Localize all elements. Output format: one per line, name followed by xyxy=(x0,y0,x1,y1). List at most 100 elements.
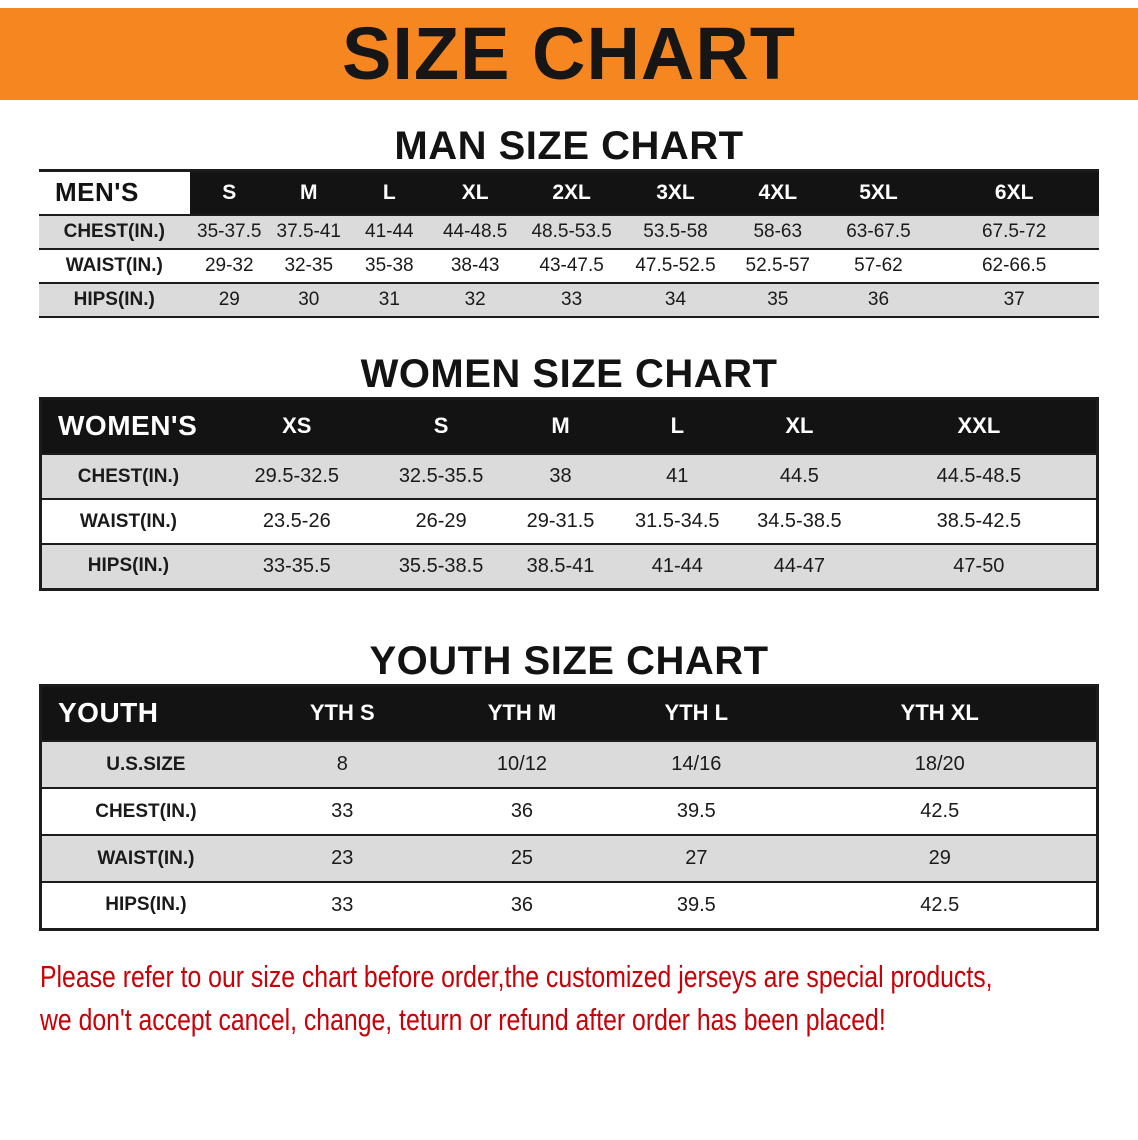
size-column-header: 3XL xyxy=(623,170,728,215)
size-table-row: WAIST(IN.) 29-32 32-35 35-38 38-43 43-47.5 47.… xyxy=(39,249,1099,283)
size-table-row: HIPS(IN.) 33 36 39.5 42.5 xyxy=(40,882,1098,929)
measurement-value: 25 xyxy=(510,847,534,869)
footer-notice: Please refer to our size chart before or… xyxy=(40,957,1138,1039)
size-column-header: YTH S xyxy=(249,685,435,741)
women-size-table: WOMEN'S XS S M L XL XXL CHEST(IN.) 29.5-32.5 32.5… xyxy=(39,396,1099,591)
measurement-value: 38.5-41 xyxy=(526,554,595,577)
measurement-value: 41 xyxy=(666,465,689,487)
youth-section-title: YOUTH SIZE CHART xyxy=(369,638,769,683)
measurement-value: 32.5-35.5 xyxy=(398,465,484,487)
measurement-value: 27 xyxy=(685,847,708,869)
youth-size-section: YOUTH SIZE CHART YOUTH YTH S YTH M YTH L YTH… xyxy=(0,639,1138,931)
measurement-value: 29 xyxy=(928,847,951,869)
size-column-header: S xyxy=(189,170,270,215)
measurement-value: 44-47 xyxy=(773,554,825,577)
size-table-row: CHEST(IN.) 29.5-32.5 32.5-35.5 38 41 44.5 44.5… xyxy=(40,454,1098,499)
measurement-value: 37.5-41 xyxy=(276,220,341,242)
measurement-value: 33 xyxy=(331,893,354,916)
measurement-value: 37 xyxy=(1003,288,1025,310)
notice-line-1: Please refer to our size chart before or… xyxy=(40,958,993,994)
measurement-value: 42.5 xyxy=(920,800,960,822)
size-table-header-row: YOUTH YTH S YTH M YTH L YTH XL xyxy=(40,685,1098,741)
measurement-value: 35-37.5 xyxy=(197,220,262,242)
table-group-label: MEN'S xyxy=(39,170,190,215)
size-column-header: L xyxy=(617,398,738,454)
size-table-row: WAIST(IN.) 23 25 27 29 xyxy=(40,835,1098,882)
banner: SIZE CHART xyxy=(0,8,1138,100)
size-column-header: M xyxy=(503,398,618,454)
size-column-header: XL xyxy=(737,398,862,454)
size-column-header: XS xyxy=(214,398,379,454)
size-table-header-row: MEN'S S M L XL 2XL 3XL 4XL 5XL 6XL xyxy=(39,170,1099,215)
measurement-value: 47-50 xyxy=(953,554,1005,577)
measurement-value: 39.5 xyxy=(676,800,716,822)
measurement-value: 34 xyxy=(664,288,687,310)
measurement-value: 33-35.5 xyxy=(262,554,331,577)
measurement-label: CHEST(IN.) xyxy=(95,800,197,822)
measurement-value: 48.5-53.5 xyxy=(531,220,612,242)
measurement-value: 8 xyxy=(336,753,348,775)
youth-size-table: YOUTH YTH S YTH M YTH L YTH XL U.S.SIZE 8 10/12… xyxy=(39,683,1099,931)
measurement-value: 23.5-26 xyxy=(262,510,331,532)
measurement-value: 39.5 xyxy=(676,893,716,916)
size-table-row: HIPS(IN.) 33-35.5 35.5-38.5 38.5-41 41-44 44-… xyxy=(40,544,1098,589)
measurement-value: 34.5-38.5 xyxy=(757,510,842,532)
measurement-value: 44.5 xyxy=(779,465,819,487)
size-column-header: S xyxy=(378,398,504,454)
size-column-header: L xyxy=(348,170,431,215)
size-table-row: U.S.SIZE 8 10/12 14/16 18/20 xyxy=(40,741,1098,788)
measurement-value: 35 xyxy=(767,288,789,310)
measurement-label: WAIST(IN.) xyxy=(97,847,195,869)
notice-line-2: we don't accept cancel, change, teturn o… xyxy=(40,1001,886,1037)
measurement-label: HIPS(IN.) xyxy=(73,288,155,310)
measurement-value: 35.5-38.5 xyxy=(398,554,484,577)
measurement-value: 26-29 xyxy=(415,510,467,532)
measurement-value: 63-67.5 xyxy=(846,220,911,242)
size-table-row: CHEST(IN.) 33 36 39.5 42.5 xyxy=(40,788,1098,835)
size-chart-page: { "banner": { "title": "SIZE CHART" }, "… xyxy=(0,8,1138,1140)
measurement-value: 31.5-34.5 xyxy=(635,510,720,532)
measurement-value: 42.5 xyxy=(920,893,960,916)
measurement-value: 58-63 xyxy=(753,220,803,242)
size-table-row: HIPS(IN.) 29 30 31 32 33 34 35 36 37 xyxy=(39,282,1099,317)
measurement-value: 23 xyxy=(331,847,354,869)
measurement-value: 57-62 xyxy=(854,254,903,276)
measurement-value: 67.5-72 xyxy=(981,220,1047,242)
measurement-label: WAIST(IN.) xyxy=(79,510,177,532)
measurement-value: 47.5-52.5 xyxy=(635,254,716,276)
measurement-value: 29-31.5 xyxy=(526,510,595,532)
measurement-value: 41-44 xyxy=(365,220,414,242)
measurement-value: 43-47.5 xyxy=(539,254,604,276)
size-column-header: 4XL xyxy=(727,170,828,215)
measurement-value: 36 xyxy=(867,288,890,310)
size-column-header: 5XL xyxy=(827,170,930,215)
size-column-header: YTH L xyxy=(609,685,784,741)
measurement-value: 29.5-32.5 xyxy=(254,465,340,487)
measurement-value: 38-43 xyxy=(450,254,500,276)
measurement-value: 52.5-57 xyxy=(745,254,810,276)
measurement-value: 30 xyxy=(298,288,320,310)
men-size-table: MEN'S S M L XL 2XL 3XL 4XL 5XL 6XL CHEST(IN.) 35-37… xyxy=(39,169,1099,318)
measurement-label: WAIST(IN.) xyxy=(65,254,163,276)
size-column-header: 2XL xyxy=(520,170,624,215)
measurement-value: 29-32 xyxy=(204,254,254,276)
women-size-section: WOMEN SIZE CHART WOMEN'S XS S M L XL XXL CHEST(… xyxy=(0,352,1138,591)
measurement-value: 44.5-48.5 xyxy=(936,465,1022,487)
measurement-value: 31 xyxy=(378,288,400,310)
measurement-label: HIPS(IN.) xyxy=(87,555,170,577)
size-column-header: YTH XL xyxy=(783,685,1098,741)
measurement-value: 14/16 xyxy=(671,753,722,775)
size-column-header: YTH M xyxy=(434,685,610,741)
measurement-label: U.S.SIZE xyxy=(106,753,186,775)
measurement-value: 44-48.5 xyxy=(442,220,508,242)
table-group-label: YOUTH xyxy=(40,685,250,741)
measurement-value: 29 xyxy=(218,288,240,310)
size-column-header: XXL xyxy=(861,398,1098,454)
measurement-value: 10/12 xyxy=(496,753,547,775)
measurement-value: 36 xyxy=(510,800,534,822)
measurement-value: 32 xyxy=(464,288,486,310)
women-section-title: WOMEN SIZE CHART xyxy=(360,351,778,396)
measurement-value: 36 xyxy=(510,893,534,916)
size-column-header: 6XL xyxy=(929,170,1099,215)
measurement-value: 53.5-58 xyxy=(643,220,708,242)
